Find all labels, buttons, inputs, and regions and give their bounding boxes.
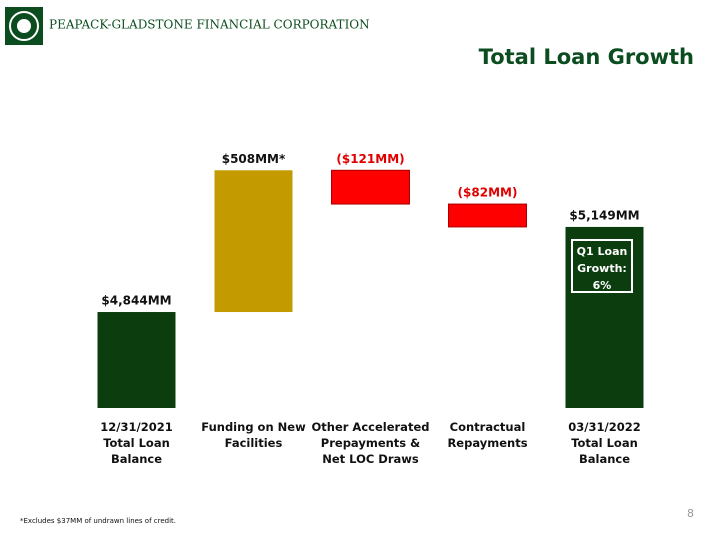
logo-center	[17, 19, 31, 33]
bar	[448, 203, 527, 228]
category-label: Contractual Repayments	[447, 420, 528, 450]
category-label: 03/31/2022 Total Loan Balance	[568, 420, 641, 466]
category-label: Other Accelerated Prepayments & Net LOC …	[311, 420, 430, 466]
category-label: 12/31/2021 Total Loan Balance	[100, 420, 173, 466]
logo-ring	[9, 11, 39, 41]
value-label: $4,844MM	[101, 294, 171, 308]
chart-title: Total Loan Growth	[479, 45, 694, 69]
bar	[565, 226, 644, 408]
bar	[331, 169, 410, 205]
company-name: PEAPACK-GLADSTONE FINANCIAL CORPORATION	[49, 18, 370, 32]
page-number: 8	[687, 507, 694, 520]
value-label: $508MM*	[222, 152, 286, 166]
annotation-box: Q1 Loan Growth: 6%	[571, 239, 633, 293]
bar	[214, 170, 293, 313]
footnote: *Excludes $37MM of undrawn lines of cred…	[20, 517, 176, 525]
value-label: ($82MM)	[458, 186, 518, 200]
category-label: Funding on New Facilities	[201, 420, 306, 450]
bar	[97, 312, 176, 408]
value-label: $5,149MM	[569, 208, 639, 222]
value-label: ($121MM)	[336, 152, 404, 166]
